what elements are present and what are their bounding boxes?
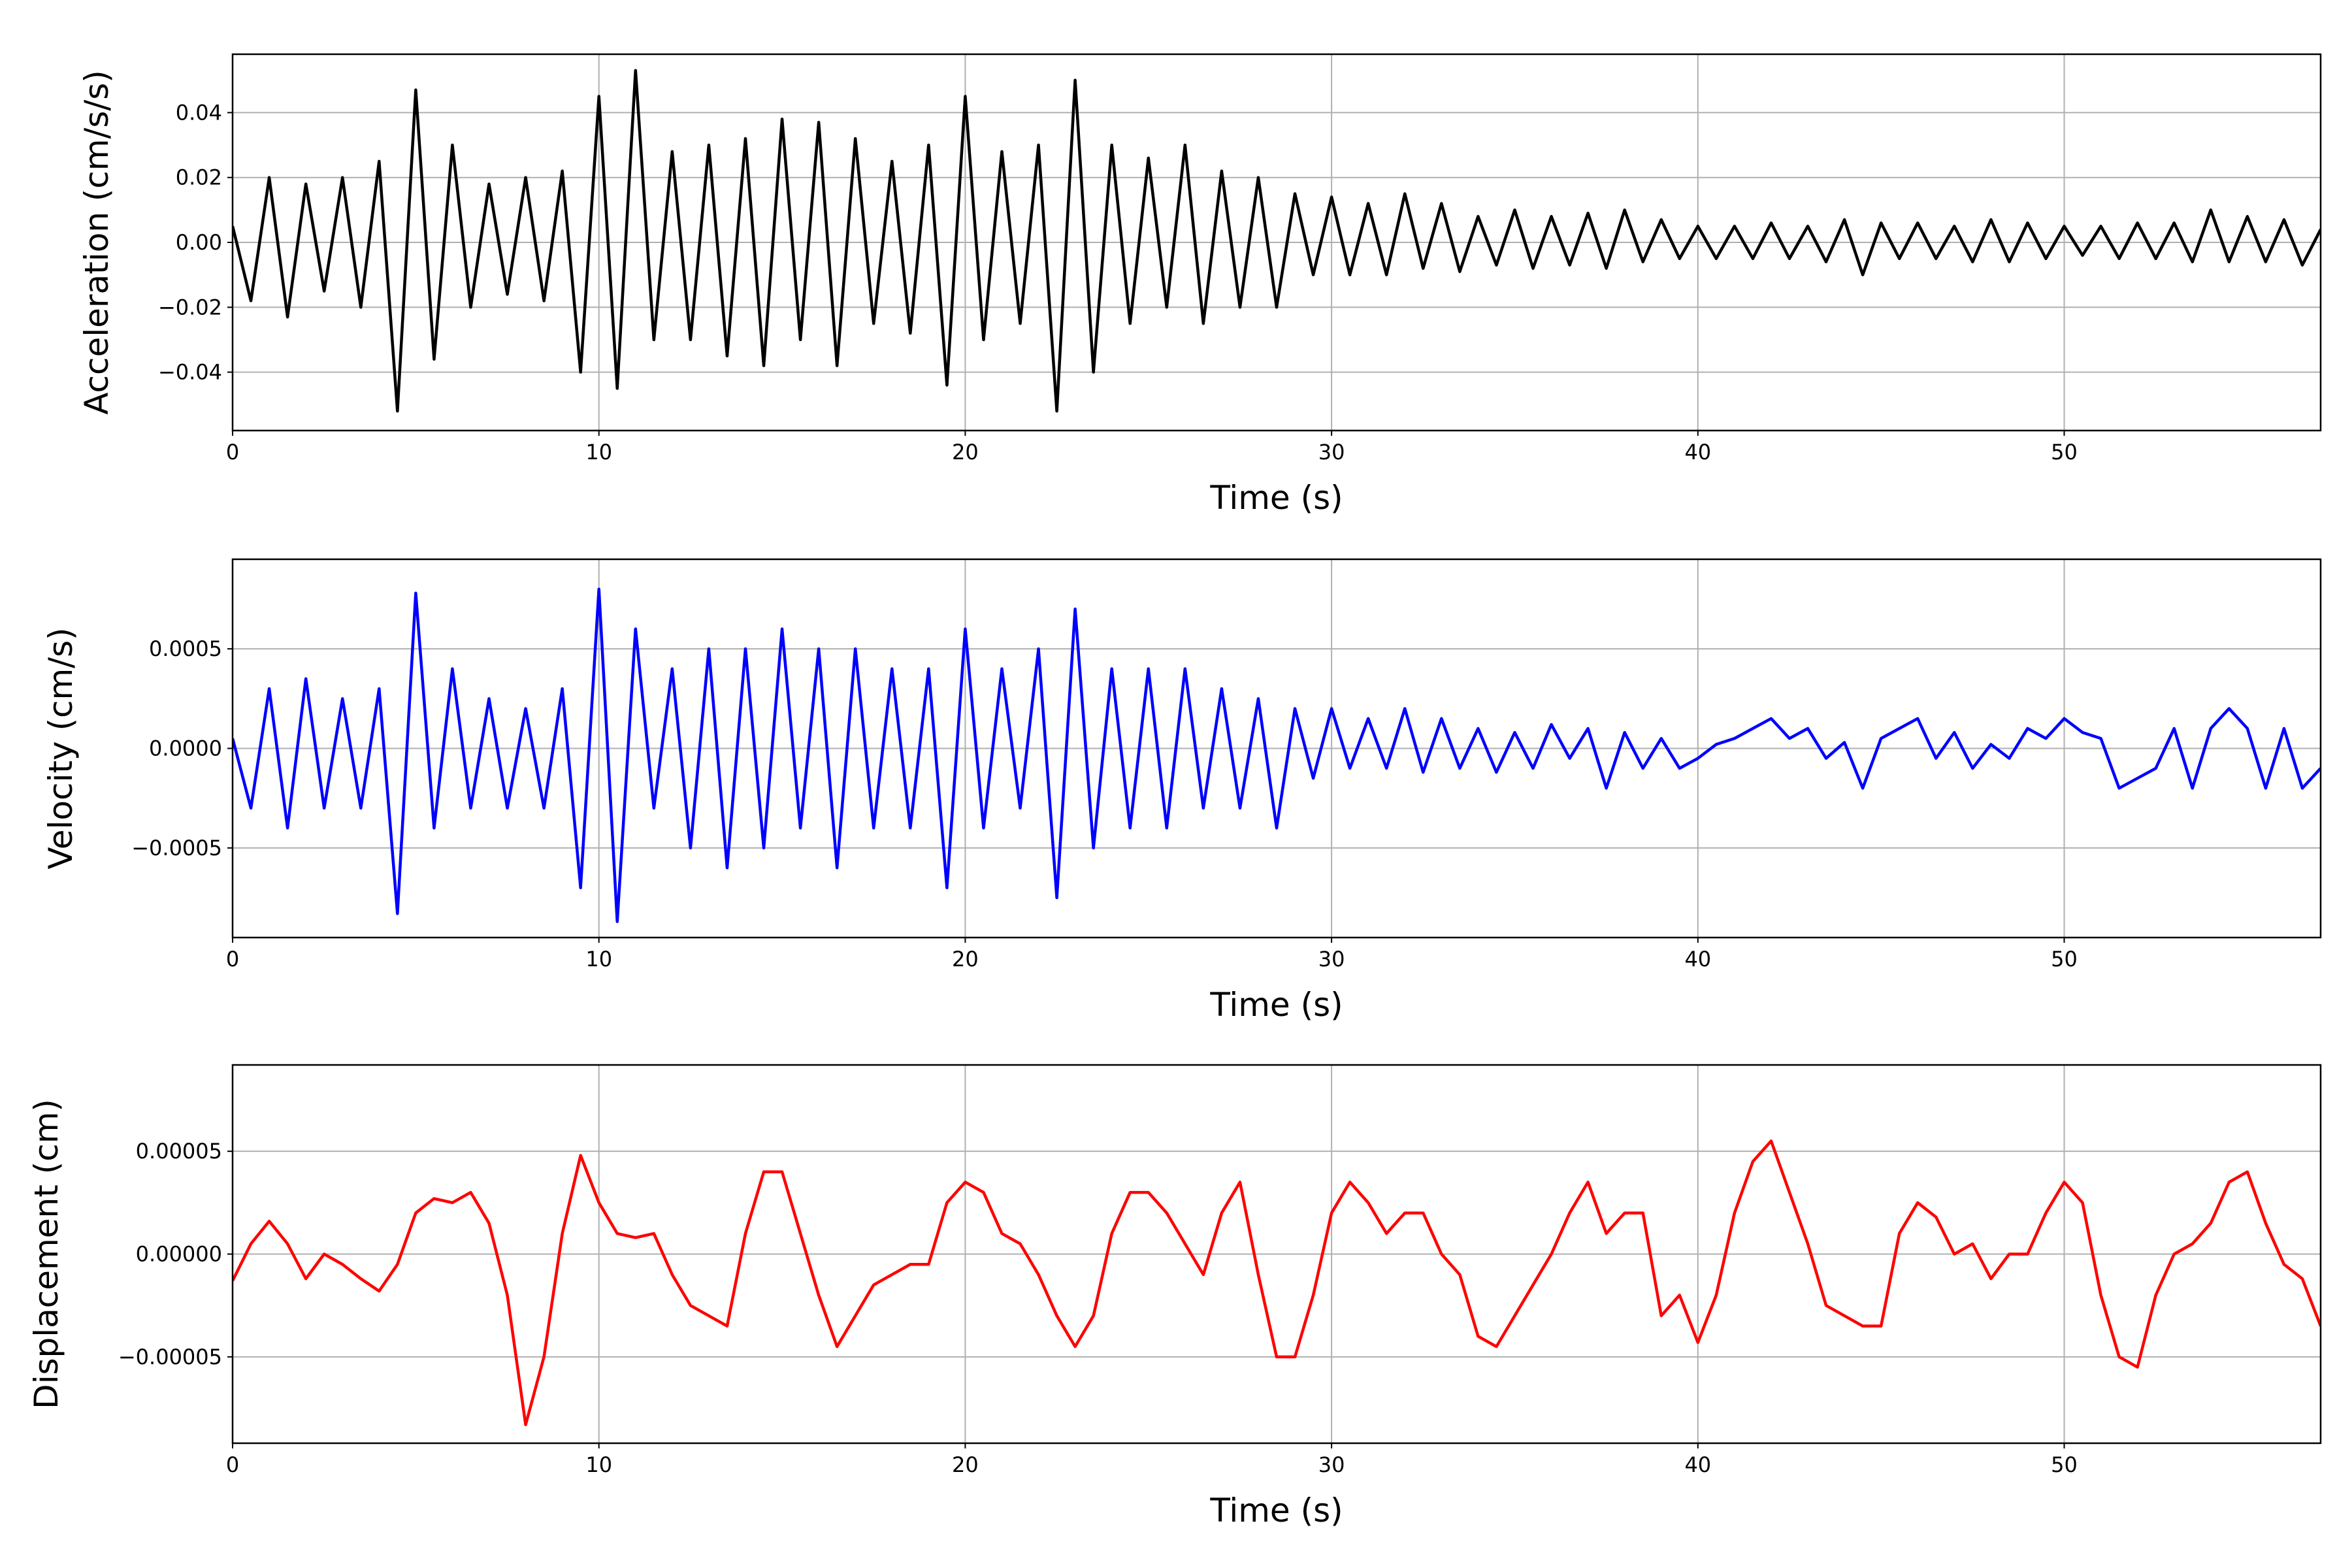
- y-tick-label: −0.04: [158, 360, 222, 385]
- y-tick-label: 0.04: [176, 100, 222, 125]
- data-line: [233, 69, 2321, 413]
- x-tick-label: 30: [1318, 947, 1345, 972]
- y-tick-label: 0.00000: [136, 1242, 222, 1267]
- x-tick-label: 50: [2051, 1452, 2078, 1477]
- x-tick-label: 50: [2051, 947, 2078, 972]
- y-tick-label: 0.0005: [149, 636, 222, 661]
- x-tick-label: 40: [1684, 1452, 1711, 1477]
- y-axis-label: Velocity (cm/s): [42, 627, 80, 869]
- x-tick-label: 10: [585, 440, 612, 465]
- x-tick-label: 20: [952, 440, 979, 465]
- y-tick-label: 0.00: [176, 230, 222, 255]
- x-tick-label: 0: [226, 1452, 239, 1477]
- x-tick-label: 40: [1684, 947, 1711, 972]
- x-axis-label: Time (s): [1209, 1492, 1343, 1529]
- data-line: [233, 587, 2321, 923]
- x-tick-label: 10: [585, 947, 612, 972]
- y-axis-label: Acceleration (cm/s/s): [78, 70, 116, 415]
- x-tick-label: 30: [1318, 440, 1345, 465]
- x-tick-label: 10: [585, 1452, 612, 1477]
- x-axis-label: Time (s): [1209, 986, 1343, 1024]
- x-axis-label: Time (s): [1209, 479, 1343, 517]
- y-tick-label: 0.0000: [149, 736, 222, 761]
- x-tick-label: 40: [1684, 440, 1711, 465]
- y-tick-label: −0.00005: [118, 1345, 222, 1369]
- y-tick-label: −0.02: [158, 295, 222, 319]
- y-tick-label: −0.0005: [131, 836, 222, 860]
- x-tick-label: 0: [226, 947, 239, 972]
- y-tick-label: 0.00005: [136, 1139, 222, 1164]
- data-line: [233, 1139, 2321, 1426]
- axes-frame: [231, 53, 2322, 432]
- y-tick-label: 0.02: [176, 165, 222, 190]
- axes-frame: [231, 1064, 2322, 1445]
- x-tick-label: 20: [952, 1452, 979, 1477]
- y-axis-label: Displacement (cm): [27, 1099, 65, 1409]
- x-tick-label: 20: [952, 947, 979, 972]
- x-tick-label: 50: [2051, 440, 2078, 465]
- x-tick-label: 0: [226, 440, 239, 465]
- axes-frame: [231, 558, 2322, 939]
- x-tick-label: 30: [1318, 1452, 1345, 1477]
